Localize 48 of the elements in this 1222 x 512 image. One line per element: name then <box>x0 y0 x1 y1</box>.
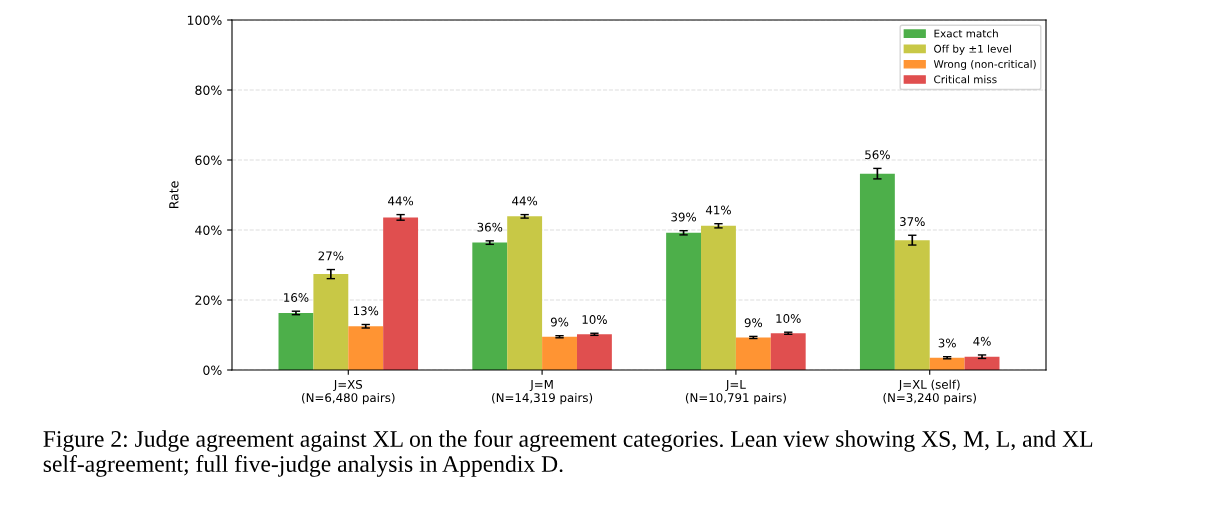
y-tick-label: 0% <box>203 365 222 375</box>
legend-label: Critical miss <box>934 75 997 84</box>
y-tick-label: 60% <box>195 155 222 165</box>
bar <box>348 326 384 370</box>
y-tick-label: 80% <box>195 85 222 95</box>
y-tick-label: 40% <box>195 225 222 235</box>
data-label: 56% <box>865 150 890 160</box>
data-label: 16% <box>284 293 309 302</box>
data-label: 37% <box>900 217 925 227</box>
bar <box>666 232 702 370</box>
legend-label: Wrong (non-critical) <box>933 59 1036 71</box>
bar <box>542 336 577 370</box>
y-tick-label: 100% <box>187 15 222 25</box>
bar <box>770 333 806 370</box>
bar <box>576 334 612 370</box>
caption: Figure 2: Judge agreement against XL on the four agreement categories. Lean view showing XS, M, L, and XL self-agreement; full five-judge analysis in Appendix D. <box>43 430 1093 477</box>
bar <box>701 225 736 370</box>
legend-label: Exact match <box>934 29 998 38</box>
bar <box>894 240 930 370</box>
data-label: 3% <box>938 338 956 348</box>
data-label: 4% <box>973 336 991 346</box>
x-tick-label: J=XS (N=6,480 pairs) <box>302 379 395 405</box>
bar <box>383 217 419 370</box>
data-label: 39% <box>671 212 697 222</box>
data-label: 9% <box>550 317 569 327</box>
data-label: 41% <box>705 205 731 215</box>
data-label: 10% <box>776 314 801 323</box>
x-tick-label: J=L (N=10,791 pairs) <box>685 380 786 405</box>
bar <box>507 216 543 370</box>
x-tick-label: J=XL (self) (N=3,240 pairs) <box>883 379 976 405</box>
bar <box>472 242 508 370</box>
bar <box>929 357 965 370</box>
bar <box>278 312 314 370</box>
data-label: 13% <box>353 306 379 316</box>
data-label: 10% <box>582 315 607 325</box>
bar <box>859 173 895 370</box>
bar <box>313 274 349 370</box>
data-label: 27% <box>318 251 344 261</box>
y-tick-label: 20% <box>195 295 222 305</box>
data-label: 9% <box>744 318 763 328</box>
data-label: 36% <box>477 222 503 232</box>
y-axis-title: Rate <box>169 181 179 209</box>
legend-label: Off by ±1 level <box>934 44 1011 55</box>
data-label: 44% <box>512 196 538 206</box>
data-label: 44% <box>388 196 414 206</box>
bar <box>964 356 1000 370</box>
x-tick-label: J=M (N=14,319 pairs) <box>492 380 593 405</box>
bar <box>735 337 771 370</box>
